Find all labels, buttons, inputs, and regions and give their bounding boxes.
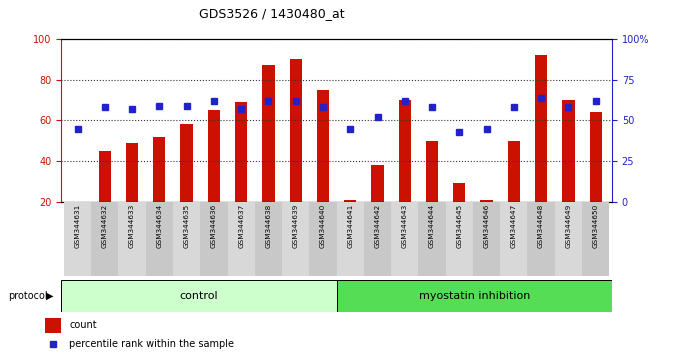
Bar (426, 141, 438, 202)
Bar (364, 202, 391, 276)
Bar (473, 202, 500, 276)
Text: control: control (180, 291, 218, 301)
Bar (391, 202, 418, 276)
Bar (309, 202, 337, 276)
Bar (45, 318, 61, 333)
Bar (453, 183, 465, 202)
Text: GSM344649: GSM344649 (565, 204, 571, 248)
Text: GSM344650: GSM344650 (593, 204, 598, 248)
Text: GSM344639: GSM344639 (292, 204, 299, 248)
Bar (337, 280, 612, 312)
Text: GDS3526 / 1430480_at: GDS3526 / 1430480_at (199, 7, 345, 20)
Text: GSM344647: GSM344647 (511, 204, 517, 248)
Text: GSM344631: GSM344631 (75, 204, 80, 248)
Bar (528, 202, 555, 276)
Text: GSM344645: GSM344645 (456, 204, 462, 248)
Bar (418, 202, 445, 276)
Bar (228, 202, 255, 276)
Bar (398, 100, 411, 202)
Bar (562, 100, 575, 202)
Bar (126, 143, 138, 202)
Bar (262, 65, 275, 202)
Bar (180, 124, 192, 202)
Bar (201, 202, 228, 276)
Text: GSM344632: GSM344632 (102, 204, 108, 248)
Bar (235, 102, 248, 202)
Text: count: count (69, 320, 97, 330)
Text: GSM344640: GSM344640 (320, 204, 326, 248)
Text: GSM344642: GSM344642 (375, 204, 381, 248)
Bar (371, 165, 384, 202)
Text: GSM344644: GSM344644 (429, 204, 435, 248)
Text: myostatin inhibition: myostatin inhibition (419, 291, 530, 301)
Bar (153, 137, 165, 202)
Text: percentile rank within the sample: percentile rank within the sample (69, 339, 235, 349)
Bar (255, 202, 282, 276)
Bar (481, 200, 493, 202)
Text: GSM344636: GSM344636 (211, 204, 217, 248)
Bar (173, 202, 201, 276)
Bar (282, 202, 309, 276)
Text: GSM344648: GSM344648 (538, 204, 544, 248)
Bar (508, 141, 520, 202)
Bar (64, 202, 91, 276)
Bar (91, 202, 118, 276)
Bar (99, 151, 111, 202)
Text: GSM344641: GSM344641 (347, 204, 353, 248)
Bar (590, 112, 602, 202)
Bar (445, 202, 473, 276)
Text: GSM344637: GSM344637 (238, 204, 244, 248)
Bar (146, 202, 173, 276)
Bar (208, 110, 220, 202)
Text: GSM344646: GSM344646 (483, 204, 490, 248)
Text: GSM344635: GSM344635 (184, 204, 190, 248)
Bar (118, 202, 146, 276)
Text: protocol: protocol (8, 291, 48, 301)
Bar (317, 90, 329, 202)
Text: GSM344634: GSM344634 (156, 204, 163, 248)
Bar (290, 59, 302, 202)
Text: GSM344633: GSM344633 (129, 204, 135, 248)
Bar (337, 202, 364, 276)
Bar (344, 200, 356, 202)
Bar (61, 280, 337, 312)
Bar (582, 202, 609, 276)
Text: GSM344643: GSM344643 (402, 204, 408, 248)
Bar (500, 202, 528, 276)
Bar (535, 55, 547, 202)
Text: ▶: ▶ (46, 291, 54, 301)
Bar (555, 202, 582, 276)
Text: GSM344638: GSM344638 (265, 204, 271, 248)
